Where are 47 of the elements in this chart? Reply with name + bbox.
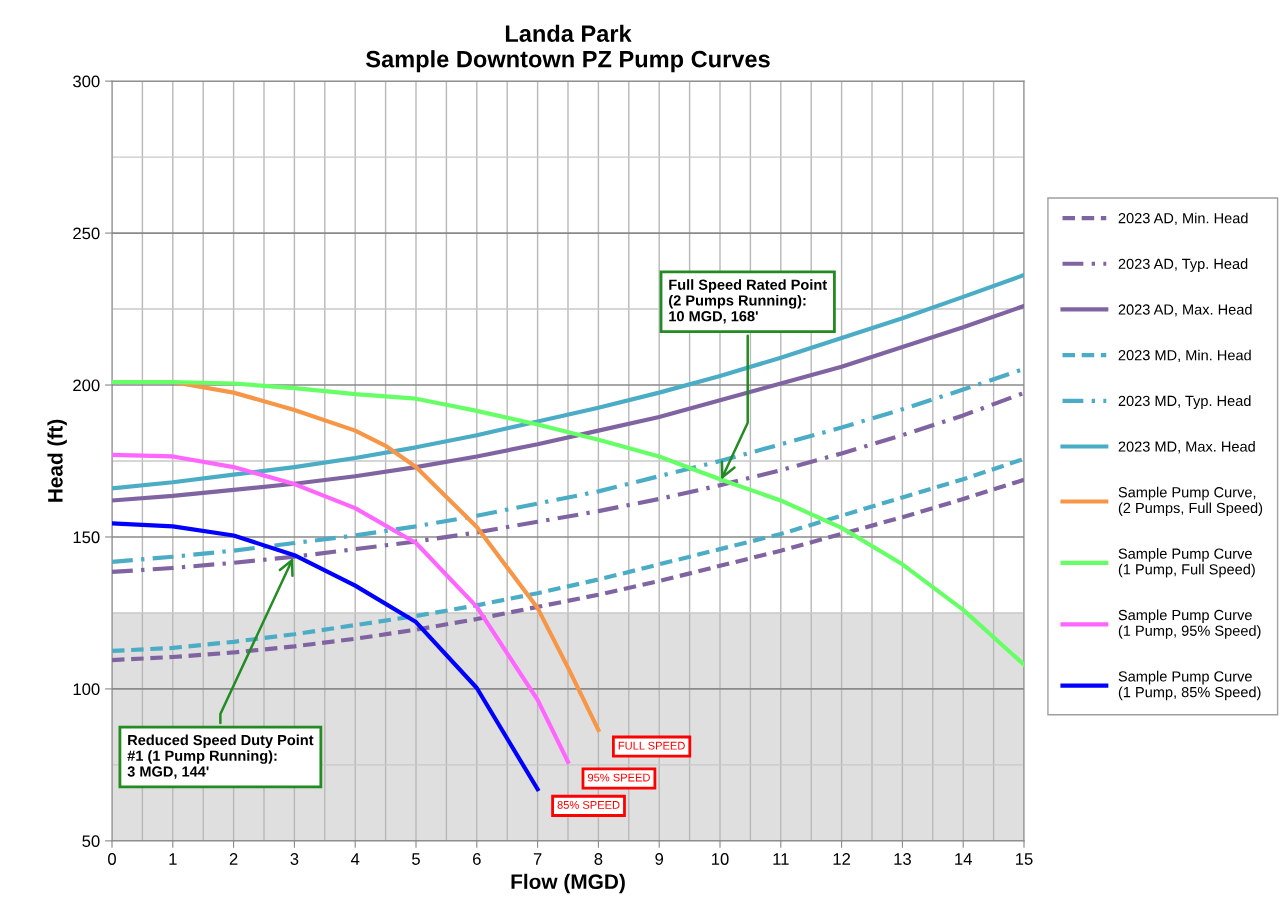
line-series	[112, 379, 1024, 667]
x-tick-label: 12	[833, 853, 851, 865]
annotation: 85% SPEED	[557, 800, 620, 809]
y-tick-label: 100	[73, 683, 100, 696]
legend-label: 2023 MD, Max. Head	[1118, 441, 1255, 454]
annotation: Full Speed Rated Point (2 Pumps Running): 10 MGD, 168'	[669, 279, 827, 324]
line-series	[112, 390, 1024, 575]
x-tick-label: 2	[229, 853, 238, 865]
x-tick-label: 13	[894, 853, 911, 865]
x-tick-label: 11	[773, 853, 789, 865]
x-tick-label: 14	[955, 853, 972, 865]
y-tick-label: 150	[73, 531, 100, 544]
line-series	[112, 452, 571, 764]
y-tick-label: 50	[82, 835, 100, 848]
x-tick-label: 15	[1016, 853, 1033, 865]
line-series	[112, 272, 1024, 491]
x-tick-label: 6	[473, 853, 481, 865]
y-axis-title: Head (ft)	[47, 419, 67, 502]
line-series	[112, 521, 540, 792]
annotation: FULL SPEED	[618, 741, 685, 750]
chart-title: Landa Park	[505, 24, 632, 43]
legend-label: 2023 MD, Min. Head	[1118, 349, 1251, 363]
x-tick-label: 4	[350, 853, 360, 865]
legend-label: 2023 AD, Max. Head	[1118, 303, 1252, 317]
y-tick-label: 300	[73, 75, 100, 88]
annotation: 95% SPEED	[587, 773, 650, 782]
x-tick-label: 5	[412, 853, 420, 865]
legend-label: Sample Pump Curve (1 Pump, 85% Speed)	[1118, 670, 1261, 701]
x-axis-title: Flow (MGD)	[511, 873, 625, 894]
x-tick-label: 9	[655, 853, 664, 865]
x-tick-label: 1	[169, 853, 177, 865]
y-tick-label: 250	[73, 227, 100, 240]
legend-label: 2023 AD, Typ. Head	[1118, 258, 1248, 272]
legend-label: Sample Pump Curve (1 Pump, Full Speed)	[1118, 548, 1255, 578]
x-tick-label: 8	[594, 853, 603, 865]
legend-label: 2023 MD, Typ. Head	[1118, 395, 1251, 409]
legend-label: 2023 AD, Min. Head	[1118, 212, 1248, 226]
x-tick-label: 3	[290, 853, 299, 865]
annotation: Reduced Speed Duty Point #1 (1 Pump Running): 3 MGD, 144'	[127, 734, 314, 779]
x-tick-label: 7	[533, 853, 542, 865]
line-series	[112, 366, 1024, 564]
x-tick-label: 0	[108, 853, 116, 865]
legend-label: Sample Pump Curve (1 Pump, 95% Speed)	[1118, 609, 1261, 639]
chart-subtitle: Sample Downtown PZ Pump Curves	[366, 50, 770, 73]
x-tick-label: 10	[712, 853, 729, 865]
legend-label: Sample Pump Curve, (2 Pumps, Full Speed)	[1118, 486, 1263, 516]
y-tick-label: 200	[73, 379, 100, 392]
